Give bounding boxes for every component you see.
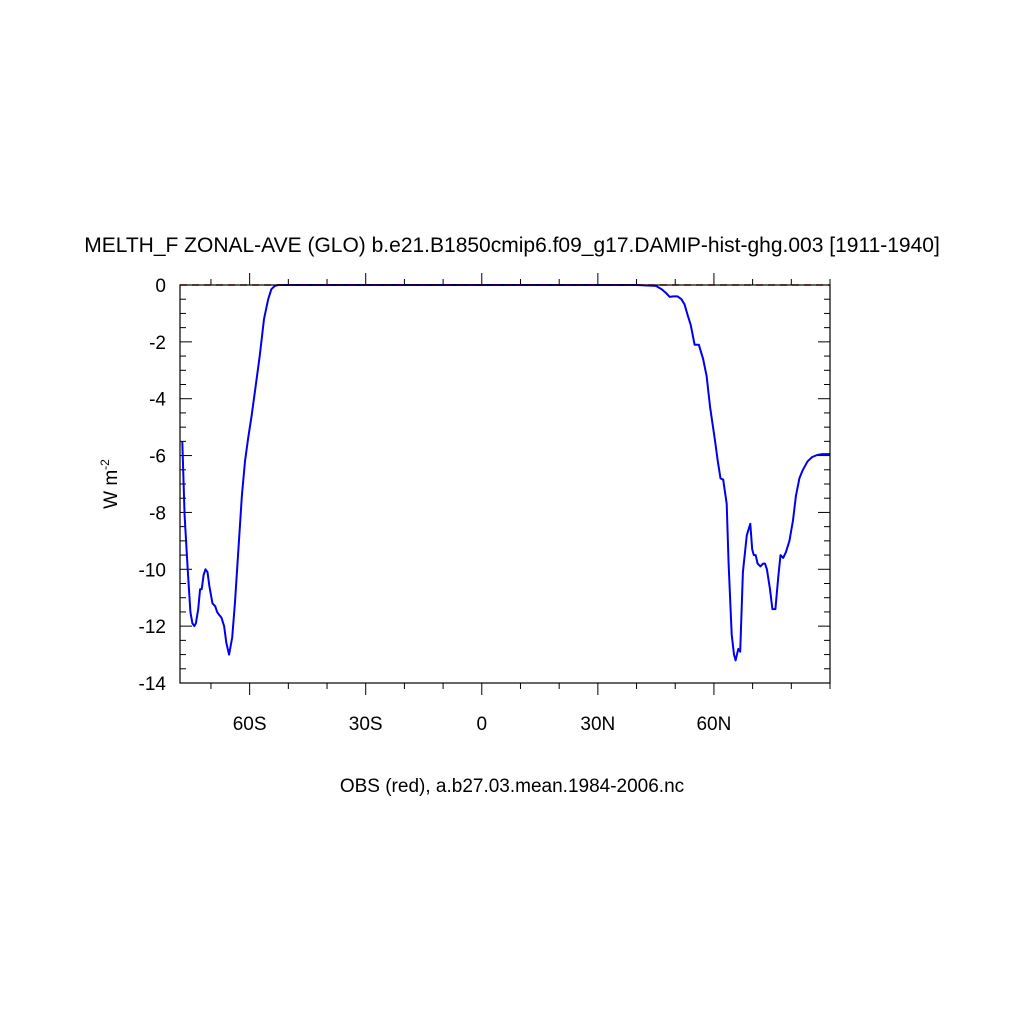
y-tick-label: 0	[155, 276, 166, 297]
y-tick-label: -2	[149, 333, 166, 354]
x-tick-label: 60S	[233, 714, 267, 735]
y-tick-label: -4	[149, 390, 166, 411]
x-tick-label: 0	[476, 714, 487, 735]
model-series-line	[181, 284, 830, 662]
y-axis-label: W m-2	[98, 459, 122, 509]
y-tick-label: -10	[139, 560, 166, 581]
plot-frame	[179, 284, 831, 684]
y-tick-label: -6	[149, 447, 166, 468]
chart-title: MELTH_F ZONAL-AVE (GLO) b.e21.B1850cmip6…	[84, 234, 940, 257]
x-axis-ticks: 60S 30S 0 30N 60N	[210, 273, 831, 735]
x-tick-label: 30S	[349, 714, 383, 735]
y-axis-label-units: W m	[101, 470, 122, 509]
y-tick-label: -12	[139, 617, 166, 638]
x-tick-label: 60N	[696, 714, 731, 735]
chart-caption: OBS (red), a.b27.03.mean.1984-2006.nc	[340, 776, 684, 797]
y-tick-label: -8	[149, 503, 166, 524]
x-tick-label: 30N	[580, 714, 615, 735]
y-axis-label-exponent: -2	[98, 459, 112, 470]
y-tick-label: -14	[139, 674, 167, 695]
series-layer	[180, 284, 830, 662]
